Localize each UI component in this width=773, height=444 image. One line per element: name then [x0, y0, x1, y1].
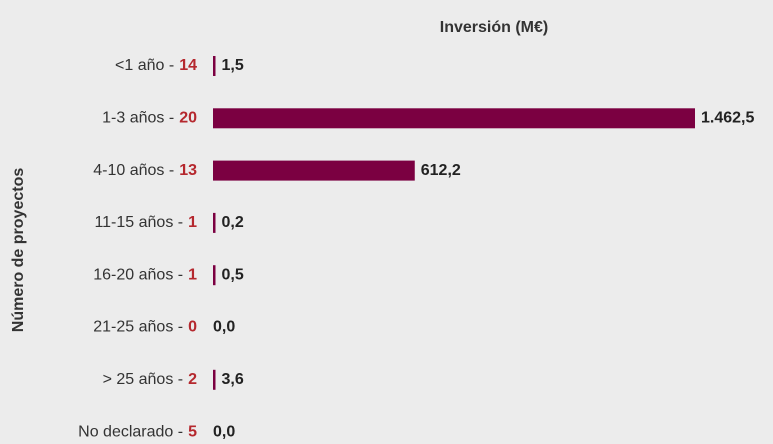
value-label: 1.462,5 [701, 110, 754, 127]
y-axis-title: Número de proyectos [10, 168, 27, 333]
value-label: 1,5 [222, 57, 244, 74]
bar [213, 56, 216, 76]
project-count: 2 [188, 371, 197, 388]
project-count: 14 [179, 57, 197, 74]
value-label: 0,0 [213, 319, 235, 336]
category-label: 1-3 años - [102, 110, 174, 127]
category-label: <1 año - [115, 57, 174, 74]
category-label: 4-10 años - [93, 162, 174, 179]
bar [213, 212, 216, 233]
bar [213, 160, 415, 181]
category-label: No declarado - [78, 423, 183, 440]
project-count: 1 [188, 214, 197, 231]
category-label: 21-25 años - [93, 319, 183, 336]
bar [213, 265, 216, 286]
value-label: 0,0 [213, 423, 235, 440]
project-count: 13 [179, 162, 197, 179]
chart-title: Inversión (M€) [440, 19, 548, 36]
value-label: 612,2 [421, 162, 461, 179]
value-label: 3,6 [222, 371, 244, 388]
project-count: 5 [188, 423, 197, 440]
project-count: 20 [179, 110, 197, 127]
category-label: 16-20 años - [93, 266, 183, 283]
project-count: 1 [188, 266, 197, 283]
value-label: 0,2 [222, 214, 244, 231]
category-label: > 25 años - [103, 371, 184, 388]
value-label: 0,5 [222, 266, 244, 283]
project-count: 0 [188, 319, 197, 336]
bar [213, 108, 695, 129]
category-label: 11-15 años - [94, 214, 183, 231]
bar [213, 369, 216, 390]
